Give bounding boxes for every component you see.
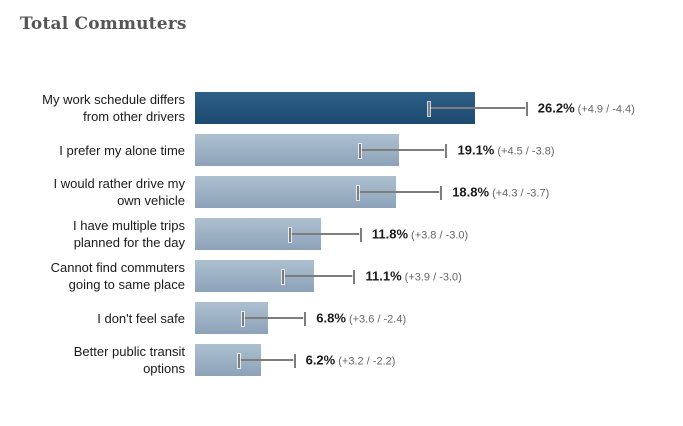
error-tick-left xyxy=(358,144,361,158)
chart-row: Cannot find commuters going to same place… xyxy=(10,260,683,292)
error-tick-left xyxy=(242,312,245,326)
value-label: 11.8% (+3.8 / -3.0) xyxy=(372,227,468,242)
category-label: I have multiple trips planned for the day xyxy=(73,218,185,250)
category-label: I prefer my alone time xyxy=(59,142,185,158)
value-percent: 6.8% xyxy=(316,310,346,326)
error-bar xyxy=(356,186,443,200)
chart-title: Total Commuters xyxy=(20,14,187,34)
error-bar xyxy=(242,312,307,326)
category-label: I would rather drive my own vehicle xyxy=(53,176,186,208)
error-tick-left xyxy=(289,228,292,242)
error-tick-left xyxy=(237,354,240,368)
value-percent: 19.1% xyxy=(457,142,495,158)
error-tick-left xyxy=(281,270,284,284)
value-confidence-interval: (+3.8 / -3.0) xyxy=(411,229,469,242)
category-label: Better public transit options xyxy=(73,344,185,376)
error-tick-left xyxy=(428,102,431,116)
plot-area: 11.8% (+3.8 / -3.0) xyxy=(195,218,683,250)
error-bar xyxy=(281,270,356,284)
error-tick-right xyxy=(445,144,448,158)
value-label: 11.1% (+3.9 / -3.0) xyxy=(366,269,462,284)
error-tick-right xyxy=(293,354,296,368)
error-bar xyxy=(428,102,528,116)
value-confidence-interval: (+3.6 / -2.4) xyxy=(348,313,407,326)
value-label: 18.8% (+4.3 / -3.7) xyxy=(452,185,549,200)
error-bar xyxy=(289,228,362,242)
chart-row: Better public transit options 6.2% (+3.2 / … xyxy=(10,344,683,376)
value-label: 6.8% (+3.6 / -2.4) xyxy=(316,311,406,326)
value-confidence-interval: (+4.9 / -4.4) xyxy=(577,103,635,116)
value-label: 6.2% (+3.2 / -2.2) xyxy=(306,353,396,368)
value-percent: 6.2% xyxy=(305,352,336,368)
plot-area: 11.1% (+3.9 / -3.0) xyxy=(195,260,683,292)
error-bar xyxy=(237,354,296,368)
value-label: 19.1% (+4.5 / -3.8) xyxy=(458,143,555,158)
value-confidence-interval: (+4.3 / -3.7) xyxy=(492,187,550,200)
value-label: 26.2% (+4.9 / -4.4) xyxy=(538,101,635,116)
category-label: I don't feel safe xyxy=(97,310,185,326)
category-label: Cannot find commuters going to same place xyxy=(50,260,185,292)
chart-row: I don't feel safe 6.8% (+3.6 / -2.4) xyxy=(10,302,683,334)
plot-area: 18.8% (+4.3 / -3.7) xyxy=(195,176,683,208)
value-percent: 26.2% xyxy=(537,100,575,116)
error-tick-right xyxy=(359,228,362,242)
plot-area: 26.2% (+4.9 / -4.4) xyxy=(195,92,683,124)
value-percent: 11.1% xyxy=(365,268,402,284)
chart-container: Total Commuters My work schedule differs… xyxy=(0,14,683,376)
value-confidence-interval: (+4.5 / -3.8) xyxy=(497,145,555,158)
category-label: My work schedule differs from other drive… xyxy=(42,92,185,124)
chart-row: I prefer my alone time 19.1% (+4.5 / -3.8) xyxy=(10,134,683,166)
error-tick-right xyxy=(353,270,356,284)
chart-row: I have multiple trips planned for the day… xyxy=(10,218,683,250)
error-tick-right xyxy=(525,102,528,116)
value-confidence-interval: (+3.2 / -2.2) xyxy=(338,355,396,368)
value-confidence-interval: (+3.9 / -3.0) xyxy=(404,271,462,284)
plot-area: 6.8% (+3.6 / -2.4) xyxy=(195,302,683,334)
error-tick-right xyxy=(440,186,443,200)
plot-area: 19.1% (+4.5 / -3.8) xyxy=(195,134,683,166)
value-percent: 18.8% xyxy=(452,184,490,200)
error-bar xyxy=(358,144,448,158)
plot-area: 6.2% (+3.2 / -2.2) xyxy=(195,344,683,376)
error-tick-right xyxy=(304,312,307,326)
bar-chart: My work schedule differs from other drive… xyxy=(0,92,683,376)
error-tick-left xyxy=(356,186,359,200)
value-percent: 11.8% xyxy=(371,226,409,242)
chart-row: My work schedule differs from other drive… xyxy=(10,92,683,124)
chart-row: I would rather drive my own vehicle 18.8%(… xyxy=(10,176,683,208)
